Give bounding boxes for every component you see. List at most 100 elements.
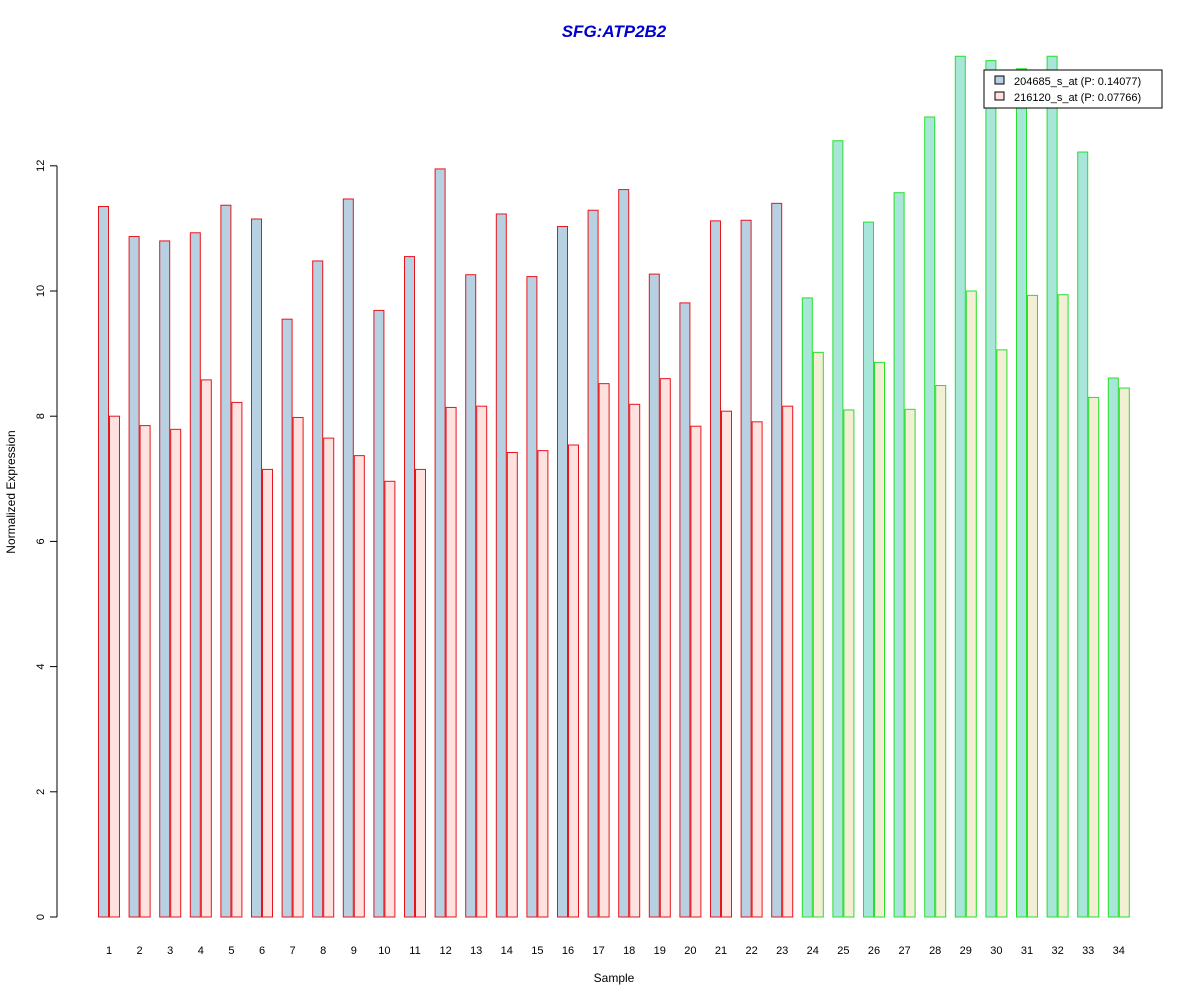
legend-swatch-series-1 (994, 75, 1005, 85)
x-tick-label: 20 (684, 945, 696, 957)
x-tick-labels: 1 2 3 4 5 6 7 8 9 10 11 12 13 14 15 16 17 18 19 20 21 22 23 24 2… (106, 945, 1125, 957)
bar-series-2 (751, 421, 763, 918)
bar-series-2 (506, 452, 518, 918)
bar-series-2 (812, 351, 824, 918)
x-tick-label: 12 (439, 945, 451, 957)
x-tick-label: 18 (623, 945, 635, 957)
x-tick-label: 15 (531, 945, 543, 957)
y-tick-label: 6 (35, 538, 47, 544)
x-tick-label: 25 (837, 945, 849, 957)
x-tick-label: 34 (1113, 945, 1125, 957)
x-tick-label: 30 (990, 945, 1002, 957)
bar-series-1 (281, 318, 293, 918)
bar-series-2 (965, 290, 977, 918)
bar-series-2 (690, 425, 702, 918)
bar-series-2 (139, 425, 151, 918)
y-tick-label: 10 (35, 285, 47, 297)
x-tick-label: 7 (290, 945, 296, 957)
bar-series-1 (189, 232, 201, 918)
x-axis-label: Sample (594, 971, 635, 985)
bar-series-2 (1118, 387, 1130, 918)
x-tick-label: 5 (228, 945, 234, 957)
bar-series-1 (251, 218, 262, 918)
bar-series-2 (598, 383, 610, 918)
x-tick-label: 32 (1051, 945, 1063, 957)
y-axis: 0 2 4 6 8 10 12 (35, 160, 58, 920)
bar-series-1 (1077, 151, 1089, 918)
bar-series-2 (1027, 294, 1038, 918)
legend-swatch-series-2 (994, 91, 1005, 101)
x-tick-label: 3 (167, 945, 173, 957)
x-tick-label: 13 (470, 945, 482, 957)
bar-series-2 (874, 361, 885, 918)
bar-series-2 (292, 416, 304, 918)
x-tick-label: 28 (929, 945, 941, 957)
bar-series-2 (323, 437, 335, 918)
x-tick-label: 31 (1021, 945, 1033, 957)
y-tick-label: 4 (35, 664, 47, 670)
x-tick-label: 17 (592, 945, 604, 957)
bar-series-1 (985, 60, 997, 918)
bar-series-2 (109, 415, 120, 918)
bar-series-1 (557, 226, 568, 918)
x-tick-label: 22 (745, 945, 757, 957)
bar-series-1 (342, 198, 354, 918)
bar-series-2 (659, 378, 671, 918)
bar-series-2 (629, 403, 641, 918)
bar-series-1 (679, 302, 691, 918)
bar-series-2 (476, 405, 488, 918)
x-tick-label: 24 (807, 945, 819, 957)
bar-series-2 (904, 408, 916, 918)
bar-series-1 (1046, 55, 1058, 918)
legend-box (983, 69, 1163, 109)
y-tick-label: 12 (35, 160, 47, 172)
x-tick-label: 16 (562, 945, 574, 957)
bar-series-1 (863, 221, 874, 918)
legend: 204685_s_at (P: 0.14077) 216120_s_at (P:… (983, 69, 1163, 109)
bar-series-1 (98, 205, 109, 918)
bar-series-1 (434, 168, 446, 918)
bars (98, 55, 1130, 918)
y-tick-label: 0 (35, 914, 47, 920)
bar-series-2 (353, 455, 365, 918)
bar-series-2 (262, 468, 273, 918)
x-tick-label: 29 (960, 945, 972, 957)
legend-label-series-2: 216120_s_at (P: 0.07766) (1014, 92, 1141, 104)
bar-series-1 (404, 256, 415, 918)
x-tick-label: 26 (868, 945, 880, 957)
bar-series-2 (1057, 294, 1069, 918)
y-tick-label: 8 (35, 413, 47, 419)
x-tick-label: 10 (378, 945, 390, 957)
bar-series-1 (924, 116, 936, 918)
bar-series-2 (537, 450, 549, 918)
chart-title: SFG:ATP2B2 (562, 22, 667, 41)
y-tick-label: 2 (35, 789, 47, 795)
bar-series-1 (618, 189, 630, 918)
x-tick-label: 9 (351, 945, 357, 957)
bar-series-2 (231, 401, 243, 918)
bar-series-1 (832, 140, 844, 918)
bar-series-2 (721, 410, 732, 918)
bar-series-1 (159, 240, 171, 918)
legend-label-series-1: 204685_s_at (P: 0.14077) (1014, 76, 1141, 88)
bar-series-1 (373, 309, 385, 918)
bar-series-2 (568, 444, 579, 918)
bar-series-1 (893, 192, 905, 918)
bar-series-1 (1107, 377, 1119, 918)
bar-series-2 (996, 349, 1008, 918)
bar-series-2 (170, 428, 182, 918)
x-tick-label: 1 (106, 945, 112, 957)
x-tick-label: 21 (715, 945, 727, 957)
bar-series-1 (587, 209, 599, 918)
bar-series-2 (843, 409, 855, 918)
bar-series-1 (740, 219, 752, 918)
x-tick-label: 33 (1082, 945, 1094, 957)
x-tick-label: 11 (409, 945, 420, 957)
bar-series-2 (935, 385, 947, 918)
bar-series-1 (648, 273, 660, 918)
bar-series-1 (1016, 68, 1027, 918)
bar-series-2 (782, 405, 794, 918)
bar-series-1 (220, 204, 232, 918)
bar-series-1 (801, 297, 813, 918)
